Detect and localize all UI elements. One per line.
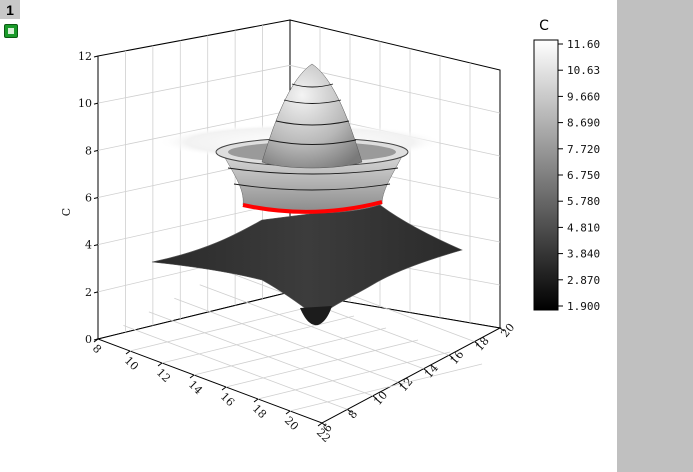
z-tick-label: 8 — [85, 144, 92, 157]
z-tick-label: 12 — [78, 50, 92, 63]
colorbar-tick-label: 4.810 — [567, 221, 600, 234]
z-tick-label: 2 — [85, 286, 92, 299]
x-tick-label: 12 — [154, 366, 173, 385]
page-tab[interactable]: 1 — [0, 0, 20, 19]
colorbar-tick-label: 1.900 — [567, 300, 600, 313]
z-tick-label: 6 — [85, 192, 92, 205]
colorbar-tick-label: 7.720 — [567, 143, 600, 156]
colorbar-tick-label: 6.750 — [567, 169, 600, 182]
side-panel — [617, 0, 693, 472]
y-tick-label: 20 — [498, 321, 517, 340]
highlight-contour — [242, 200, 383, 214]
x-tick-label: 14 — [186, 378, 205, 397]
colorbar-tick-label: 3.840 — [567, 248, 600, 261]
colorbar-title: C — [539, 18, 549, 34]
x-tick-label: 8 — [90, 342, 104, 356]
z-axis-label: C — [60, 208, 73, 216]
z-tick-label: 10 — [78, 97, 92, 110]
colorbar-tick-label: 10.63 — [567, 64, 600, 77]
surface-plot — [151, 63, 463, 326]
x-tick-label: 20 — [282, 414, 301, 433]
z-axis-ticks: 0 2 4 6 8 10 12 — [78, 50, 99, 346]
x-tick-label: 18 — [250, 402, 269, 421]
colorbar-tick-label: 5.780 — [567, 195, 600, 208]
lock-icon[interactable] — [4, 24, 18, 38]
colorbar-tick-label: 2.870 — [567, 274, 600, 287]
y-tick-label: 8 — [346, 408, 360, 422]
colorbar-tick-label: 8.690 — [567, 117, 600, 130]
colorbar-tick-label: 9.660 — [567, 90, 600, 103]
colorbar-tick-label: 11.60 — [567, 38, 600, 51]
x-tick-label: 10 — [122, 354, 141, 373]
x-tick-label: 16 — [218, 390, 237, 409]
z-tick-label: 0 — [85, 333, 92, 346]
z-tick-label: 4 — [85, 239, 92, 252]
colorbar: C 11.60 10.63 9.660 8.690 7.720 6.750 5.780 4.8… — [533, 18, 600, 313]
